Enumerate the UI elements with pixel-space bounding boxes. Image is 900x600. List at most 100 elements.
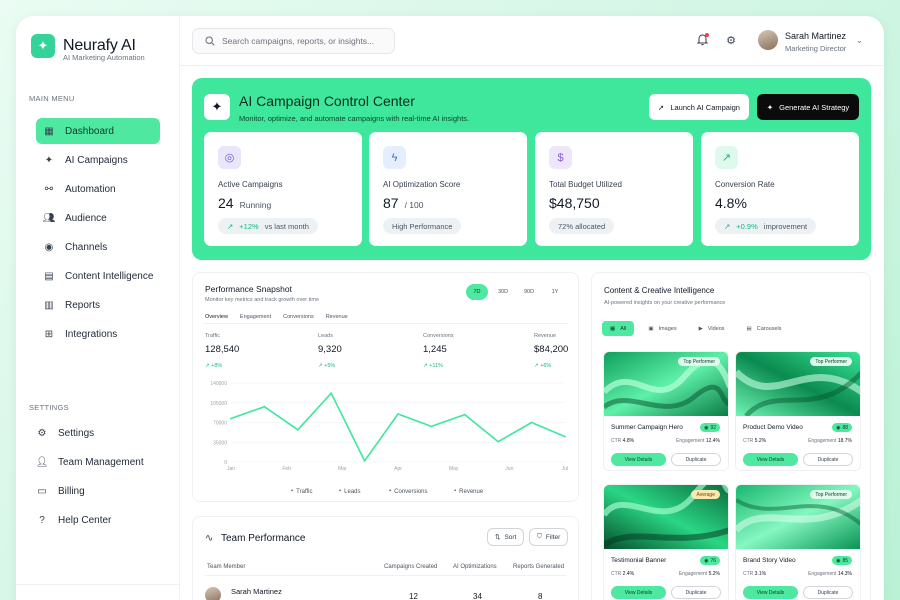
- stat-value: 4.8%: [715, 195, 747, 211]
- legend-conversions[interactable]: ⬩ Conversions: [389, 488, 428, 495]
- trend-up-icon: ↗: [724, 221, 731, 231]
- sidebar-item-dashboard[interactable]: ▦ Dashboard: [36, 118, 160, 144]
- data-point: [564, 435, 566, 438]
- sidebar-item-ai-campaigns[interactable]: ✦ AI Campaigns: [36, 147, 160, 173]
- avatar[interactable]: [758, 30, 778, 50]
- hero-title: AI Campaign Control Center: [239, 93, 415, 109]
- legend-revenue[interactable]: ⬩ Revenue: [454, 488, 484, 495]
- stat-card-active-campaigns[interactable]: ◎ Active Campaigns 24 Running ↗ +12% vs las…: [204, 132, 362, 246]
- period-1y[interactable]: 1Y: [551, 289, 559, 295]
- sidebar-item-team-management[interactable]: 👤︎ Team Management: [29, 449, 153, 475]
- tab-revenue[interactable]: Revenue: [325, 314, 348, 320]
- content-tile[interactable]: Top Performer Product Demo Video ◉ 88 CTR…: [735, 351, 861, 471]
- main-nav: ▦ Dashboard ✦ AI Campaigns ⚯ Automation …: [36, 118, 160, 350]
- sort-button[interactable]: ⇅ Sort: [487, 528, 525, 546]
- sidebar-item-channels[interactable]: ◉ Channels: [36, 234, 160, 260]
- tab-engagement[interactable]: Engagement: [239, 314, 272, 320]
- performance-badge: Top Performer: [810, 490, 852, 499]
- help-icon: ?: [39, 514, 45, 526]
- sparkle-icon: ✦: [44, 154, 54, 166]
- content-tile[interactable]: Average Testimonial Banner ◉ 76 CTR 2.4% …: [603, 484, 729, 600]
- data-point: [530, 421, 533, 424]
- sparkle-icon: ✦: [204, 94, 230, 120]
- column-header[interactable]: AI Optimizations: [453, 564, 497, 570]
- duplicate-button[interactable]: Duplicate: [671, 586, 721, 599]
- x-tick-label: Jan: [227, 466, 235, 472]
- sidebar-item-audience[interactable]: 👥︎ Audience: [36, 205, 160, 231]
- view-details-button[interactable]: View Details: [611, 586, 666, 599]
- card-subtitle: Monitor key metrics and track growth ove…: [205, 297, 320, 303]
- brand[interactable]: ✦ Neurafy AI: [31, 34, 136, 58]
- data-point: [397, 413, 399, 415]
- user-name[interactable]: Sarah Martinez: [785, 31, 847, 41]
- generate-ai-strategy-button[interactable]: ✦ Generate AI Strategy: [757, 94, 859, 120]
- launch-ai-campaign-button[interactable]: ➚ Launch AI Campaign: [649, 94, 749, 120]
- stat-card-conversion-rate[interactable]: ↗ Conversion Rate 4.8% ↗ +0.9% improvement: [701, 132, 859, 246]
- data-point: [430, 425, 433, 428]
- stat-card-optimization-score[interactable]: ϟ AI Optimization Score 87/ 100 High Per…: [369, 132, 527, 246]
- stat-label: AI Optimization Score: [383, 180, 461, 189]
- stat-pill: 72% allocated: [549, 218, 615, 234]
- sidebar-item-billing[interactable]: ▭ Billing: [29, 478, 153, 504]
- sidebar-item-reports[interactable]: ▥ Reports: [36, 292, 160, 318]
- ai-score-badge: ◉ 85: [832, 556, 852, 565]
- period-90d[interactable]: 90D: [523, 289, 535, 295]
- view-details-button[interactable]: View Details: [743, 586, 798, 599]
- tile-engagement: Engagement 14.3%: [808, 571, 852, 577]
- settings-nav: ⚙ Settings 👤︎ Team Management ▭ Billing …: [29, 420, 153, 536]
- settings-label: SETTINGS: [29, 403, 69, 412]
- sidebar-item-label: Audience: [65, 212, 107, 224]
- view-details-button[interactable]: View Details: [743, 453, 798, 466]
- legend-traffic[interactable]: ⬩ Traffic: [291, 488, 313, 495]
- gear-icon[interactable]: ⚙: [726, 34, 736, 47]
- legend-leads[interactable]: ⬩ Leads: [339, 488, 361, 495]
- tile-title: Brand Story Video: [743, 557, 796, 564]
- member-name[interactable]: Sarah Martinez: [231, 587, 282, 596]
- sidebar-item-integrations[interactable]: ⊞ Integrations: [36, 321, 160, 347]
- filter-button[interactable]: ⛉ Filter: [529, 528, 569, 546]
- filter-carousels[interactable]: ▤ Carousels: [746, 325, 782, 332]
- bell-icon[interactable]: [695, 33, 709, 47]
- filter-videos[interactable]: ▶ Videos: [698, 325, 725, 332]
- x-tick-label: Feb: [282, 466, 291, 472]
- column-header[interactable]: Team Member: [207, 564, 246, 570]
- content-tile[interactable]: Top Performer Summer Campaign Hero ◉ 92 C…: [603, 351, 729, 471]
- sparkle-icon: ✦: [766, 102, 774, 112]
- sidebar-item-help-center[interactable]: ? Help Center: [29, 507, 153, 533]
- duplicate-button[interactable]: Duplicate: [803, 586, 853, 599]
- column-header[interactable]: Reports Generated: [513, 564, 565, 570]
- legend-marker-icon: ⬩: [454, 488, 457, 494]
- user-role: Marketing Director: [785, 44, 847, 53]
- view-details-button[interactable]: View Details: [611, 453, 666, 466]
- column-header[interactable]: Campaigns Created: [384, 564, 438, 570]
- period-7d[interactable]: 7D: [466, 284, 488, 300]
- chevron-down-icon[interactable]: ⌄: [856, 36, 863, 45]
- metric-traffic: Traffic 128,540 ↗ +8%: [205, 333, 240, 369]
- divider: [203, 323, 568, 324]
- period-30d[interactable]: 30D: [497, 289, 509, 295]
- duplicate-button[interactable]: Duplicate: [671, 453, 721, 466]
- y-tick-label: 35000: [213, 440, 227, 446]
- users-icon: 👥︎: [42, 212, 56, 224]
- app-tagline: AI Marketing Automation: [63, 53, 145, 62]
- card-subtitle: AI-powered insights on your creative per…: [604, 300, 726, 306]
- sidebar: ✦ Neurafy AI AI Marketing Automation MAI…: [16, 16, 180, 600]
- filter-images[interactable]: ▣ Images: [648, 325, 677, 332]
- sidebar-item-content-intelligence[interactable]: ▤ Content Intelligence: [36, 263, 160, 289]
- performance-snapshot-card: Performance Snapshot Monitor key metrics…: [192, 272, 579, 502]
- x-tick-label: Jun: [505, 466, 513, 472]
- search-icon: [205, 36, 215, 46]
- sidebar-item-settings[interactable]: ⚙ Settings: [29, 420, 153, 446]
- document-icon: ▤: [44, 270, 54, 282]
- filter-all[interactable]: ▦ All: [602, 321, 635, 336]
- card-icon: ▭: [37, 485, 47, 497]
- image-icon: ▣: [648, 325, 654, 332]
- search-input[interactable]: [222, 36, 392, 46]
- tab-conversions[interactable]: Conversions: [283, 314, 314, 320]
- duplicate-button[interactable]: Duplicate: [803, 453, 853, 466]
- divider: [205, 575, 566, 576]
- sidebar-item-automation[interactable]: ⚯ Automation: [36, 176, 160, 202]
- stat-card-budget[interactable]: $ Total Budget Utilized $48,750 72% allo…: [535, 132, 693, 246]
- content-tile[interactable]: Top Performer Brand Story Video ◉ 85 CTR …: [735, 484, 861, 600]
- search-bar[interactable]: [192, 28, 395, 54]
